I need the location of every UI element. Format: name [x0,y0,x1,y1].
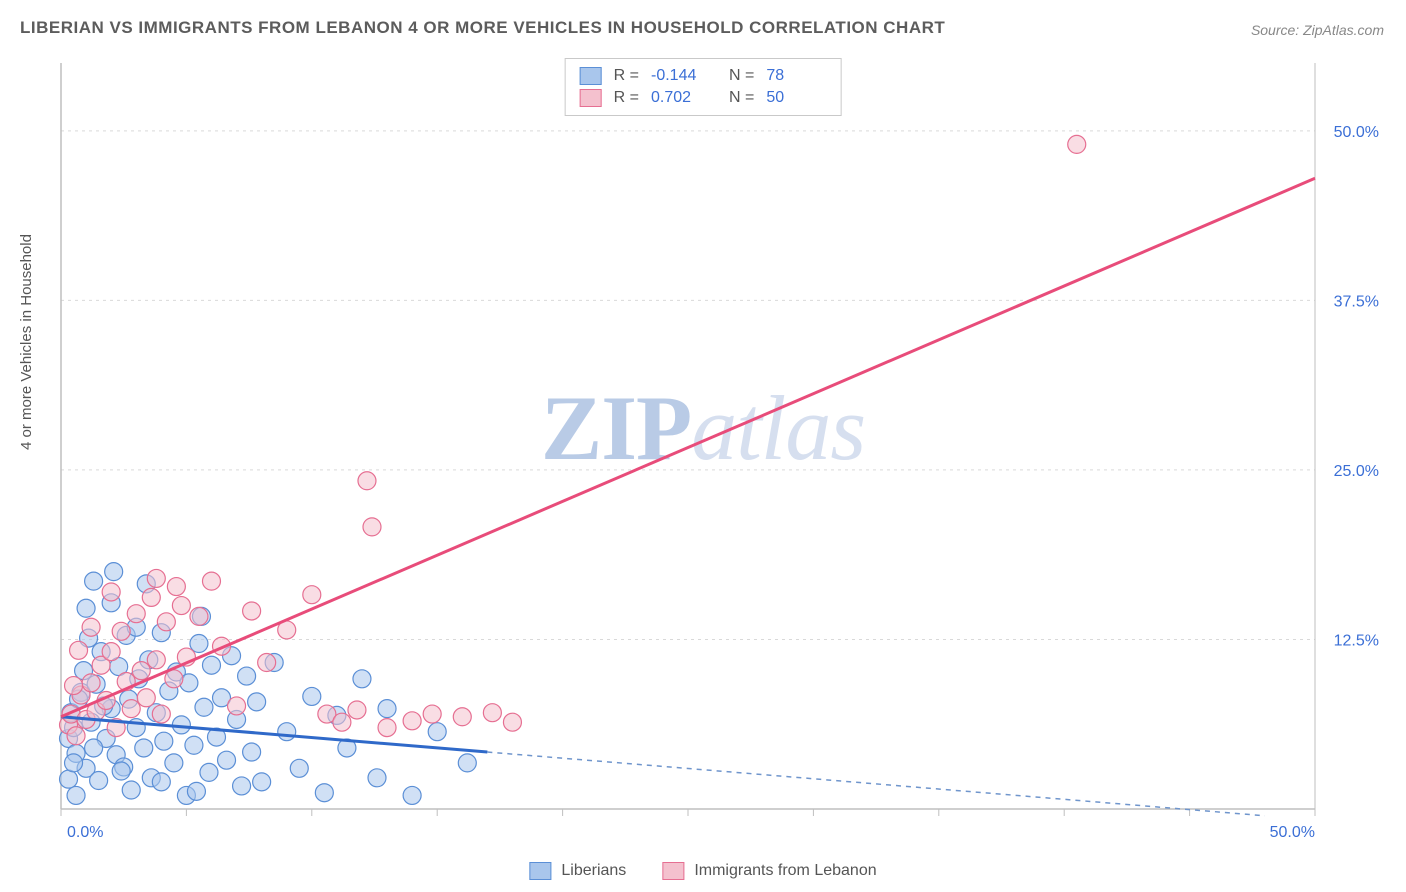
legend-label-liberians: Liberians [561,862,626,880]
n-value-lebanon: 50 [766,89,826,107]
scatter-chart: 12.5% 25.0% 37.5% 50.0% 0.0% 50.0% [55,55,1385,845]
svg-text:37.5%: 37.5% [1334,293,1379,310]
svg-text:50.0%: 50.0% [1334,124,1379,141]
r-value-liberians: -0.144 [651,67,711,85]
plot-area: 12.5% 25.0% 37.5% 50.0% 0.0% 50.0% [55,55,1385,845]
svg-text:25.0%: 25.0% [1334,463,1379,480]
swatch-lebanon [580,89,602,107]
swatch-lebanon-icon [662,862,684,880]
swatch-liberians [580,67,602,85]
source-label: Source: ZipAtlas.com [1251,22,1384,38]
legend-label-lebanon: Immigrants from Lebanon [694,862,876,880]
r-value-lebanon: 0.702 [651,89,711,107]
legend-row-liberians: R = -0.144 N = 78 [580,65,827,87]
legend-row-lebanon: R = 0.702 N = 50 [580,87,827,109]
n-value-liberians: 78 [766,67,826,85]
legend-item-liberians: Liberians [529,862,626,880]
legend-item-lebanon: Immigrants from Lebanon [662,862,876,880]
svg-text:0.0%: 0.0% [67,824,103,841]
series-legend: Liberians Immigrants from Lebanon [529,862,876,880]
y-axis-label: 4 or more Vehicles in Household [18,234,35,450]
swatch-liberians-icon [529,862,551,880]
chart-title: LIBERIAN VS IMMIGRANTS FROM LEBANON 4 OR… [20,18,945,38]
correlation-legend: R = -0.144 N = 78 R = 0.702 N = 50 [565,58,842,116]
svg-text:50.0%: 50.0% [1270,824,1315,841]
svg-text:12.5%: 12.5% [1334,632,1379,649]
